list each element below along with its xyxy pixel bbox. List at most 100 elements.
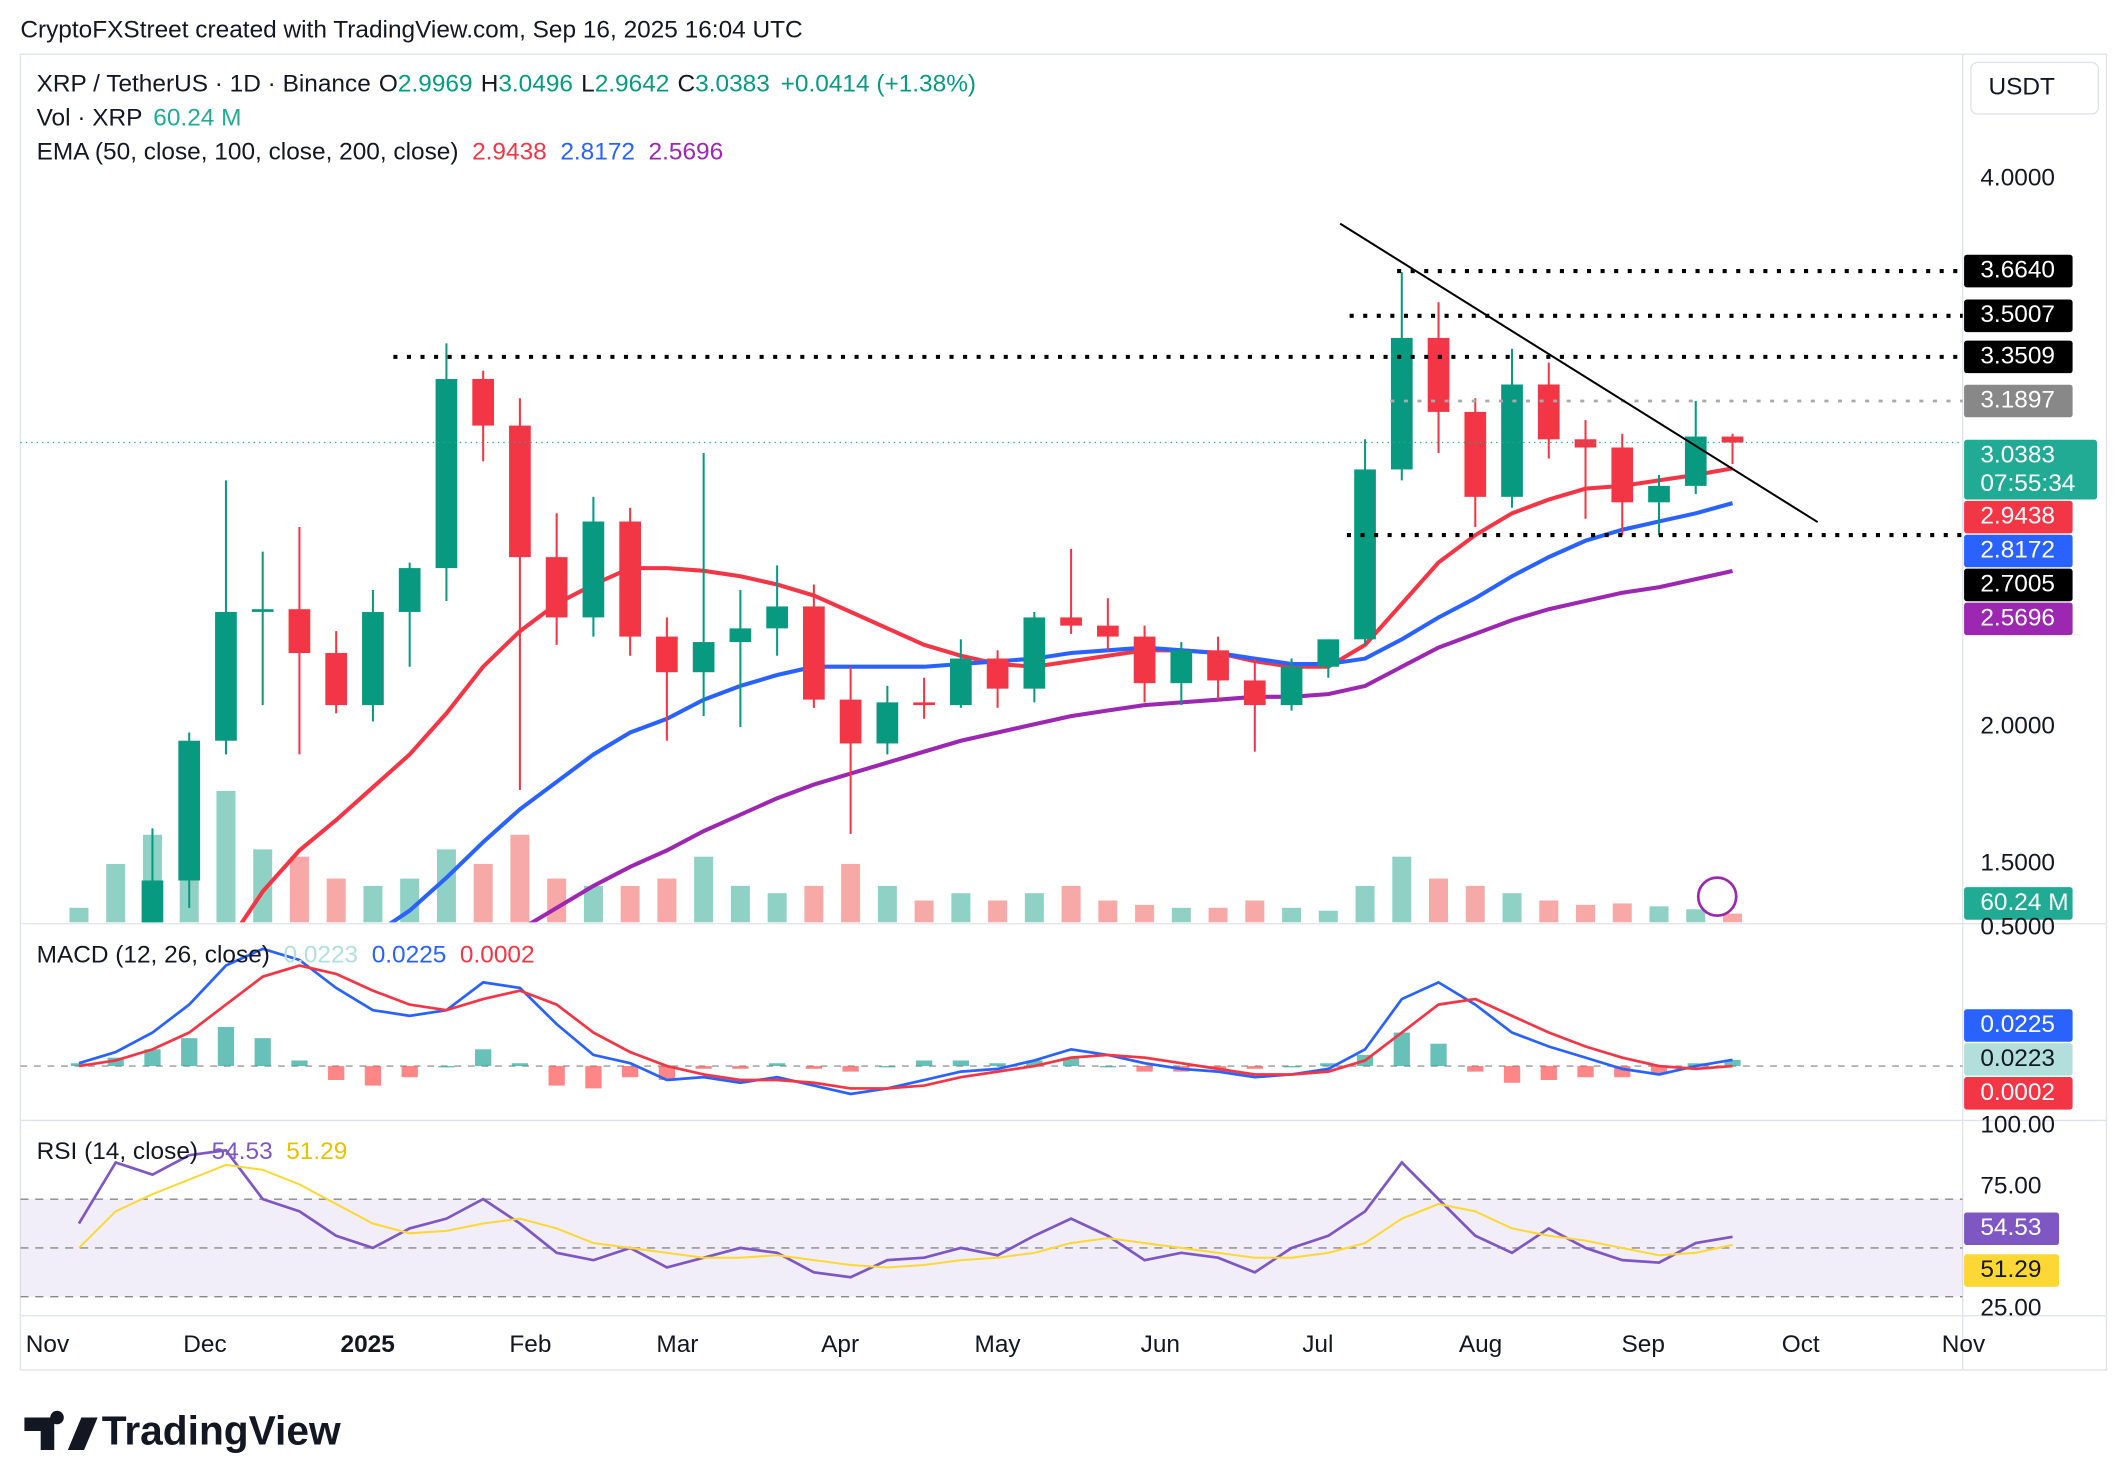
volume-bar bbox=[69, 907, 89, 923]
macd-line bbox=[78, 964, 1733, 1090]
macd-histogram-bar bbox=[622, 1066, 639, 1078]
y-tick-label: 25.00 bbox=[1980, 1294, 2041, 1321]
macd-histogram-bar bbox=[1503, 1066, 1521, 1083]
y-tick-label: 75.00 bbox=[1980, 1172, 2041, 1199]
macd-histogram-bar bbox=[1467, 1066, 1484, 1072]
x-tick-label: Sep bbox=[1622, 1331, 1665, 1358]
macd-histogram-bar bbox=[181, 1038, 198, 1067]
price-axis-label: 3.3509 bbox=[1980, 342, 2055, 369]
candle-body bbox=[1611, 447, 1634, 503]
macd-value: 0.0225 bbox=[372, 942, 447, 969]
candle-body bbox=[950, 658, 972, 706]
axis-label-box bbox=[1964, 568, 2073, 602]
x-tick-label: Oct bbox=[1782, 1331, 1820, 1358]
macd-histogram-bar bbox=[989, 1063, 1006, 1067]
candle-body bbox=[1574, 439, 1597, 448]
candle-body bbox=[251, 609, 274, 612]
y-tick-label: 100.00 bbox=[1980, 1111, 2055, 1138]
volume-bar bbox=[363, 885, 383, 923]
macd-histogram-bar bbox=[364, 1066, 382, 1086]
macd-histogram-bar bbox=[585, 1066, 602, 1089]
volume-bar bbox=[436, 849, 456, 923]
candle-body bbox=[398, 568, 421, 612]
ema-line bbox=[388, 501, 1734, 923]
macd-axis-label: 0.0223 bbox=[1980, 1045, 2055, 1072]
candle-body bbox=[1207, 650, 1229, 681]
volume-bar bbox=[583, 885, 603, 923]
candle-body bbox=[1280, 666, 1303, 706]
logo: TradingView bbox=[24, 1408, 341, 1454]
macd-histogram-bar bbox=[1062, 1057, 1080, 1067]
volume-bar bbox=[1686, 909, 1706, 923]
change: +0.0414 (+1.38%) bbox=[781, 71, 976, 98]
volume-legend: Vol · XRP 60.24 M bbox=[37, 105, 242, 132]
legend: XRP / TetherUS · 1D · Binance O2.9969 H3.0… bbox=[37, 71, 976, 1165]
axis-label-box bbox=[1964, 500, 2073, 534]
price-axis-label: 3.1897 bbox=[1980, 386, 2055, 413]
volume-bar bbox=[1024, 893, 1044, 923]
candle-body bbox=[1537, 384, 1560, 440]
axis-label-box bbox=[1964, 1009, 2073, 1042]
rsi-axis-label: 54.53 bbox=[1980, 1214, 2041, 1241]
macd-legend: MACD (12, 26, close) 0.0223 0.0225 0.0002 bbox=[37, 942, 535, 969]
candle-body bbox=[509, 425, 531, 558]
axis-label-box bbox=[1964, 340, 2073, 374]
candle-body bbox=[141, 880, 164, 923]
volume-bar bbox=[730, 885, 750, 923]
candle-body bbox=[766, 606, 788, 629]
volume-bar bbox=[106, 863, 126, 923]
macd-histogram-bar bbox=[1393, 1032, 1410, 1067]
macd-histogram-bar bbox=[768, 1063, 786, 1067]
macd-histogram-bar bbox=[107, 1057, 124, 1067]
macd-histogram-bar bbox=[1724, 1059, 1741, 1067]
candle-body bbox=[1243, 680, 1266, 706]
ema-value: 2.5696 bbox=[649, 139, 724, 166]
rsi-legend: RSI (14, close) 54.53 51.29 bbox=[37, 1138, 348, 1165]
macd-value: 0.0002 bbox=[460, 942, 535, 969]
volume-bar bbox=[326, 878, 346, 923]
currency[interactable]: USDT bbox=[1988, 74, 2055, 101]
volume-bar bbox=[1171, 907, 1191, 923]
axis-label-box bbox=[1964, 602, 2073, 636]
macd-histogram-bar bbox=[1650, 1066, 1668, 1075]
volume-bar bbox=[1392, 856, 1412, 923]
macd-histogram-bar bbox=[1540, 1066, 1557, 1081]
macd-histogram-bar bbox=[842, 1066, 859, 1072]
x-tick-label: Apr bbox=[821, 1331, 859, 1358]
macd-histogram-bar bbox=[732, 1066, 749, 1069]
candle-body bbox=[178, 740, 201, 881]
currency-box[interactable] bbox=[1970, 61, 2100, 115]
candle-body bbox=[362, 611, 384, 706]
rsi-value: 51.29 bbox=[286, 1138, 347, 1165]
macd-histogram-bar bbox=[1614, 1066, 1631, 1078]
macd-histogram-bar bbox=[254, 1038, 271, 1067]
volume-bar bbox=[473, 863, 493, 923]
macd-histogram-bar bbox=[401, 1066, 418, 1078]
rsi-pane bbox=[20, 1148, 1963, 1298]
candle-body bbox=[1060, 617, 1082, 626]
ema-line bbox=[239, 466, 1733, 923]
volume-bar bbox=[620, 885, 640, 923]
volume-bar bbox=[1135, 904, 1155, 923]
x-tick-label: Feb bbox=[509, 1331, 551, 1358]
price-axis-label: 2.8172 bbox=[1980, 536, 2055, 563]
macd-histogram-bar bbox=[695, 1066, 712, 1069]
axis-label-box bbox=[1964, 1043, 2073, 1076]
macd-histogram-bar bbox=[658, 1066, 676, 1081]
macd-histogram-bar bbox=[548, 1066, 565, 1086]
axis-label-box bbox=[1964, 299, 2073, 333]
candle-body bbox=[1354, 469, 1376, 640]
macd-histogram-bar bbox=[1283, 1066, 1300, 1068]
macd-histogram-bar bbox=[1136, 1066, 1153, 1072]
volume-bar bbox=[1539, 900, 1559, 923]
volume-bar bbox=[510, 834, 530, 923]
volume-bar bbox=[694, 856, 714, 923]
candle-body bbox=[1427, 337, 1450, 412]
ema-legend: EMA (50, close, 100, close, 200, close) 2… bbox=[37, 139, 724, 166]
volume-bar bbox=[216, 790, 236, 923]
candle-body bbox=[839, 699, 862, 744]
candle-body bbox=[803, 606, 825, 700]
axis-label-box bbox=[1964, 384, 2073, 418]
candle-body bbox=[656, 636, 678, 673]
